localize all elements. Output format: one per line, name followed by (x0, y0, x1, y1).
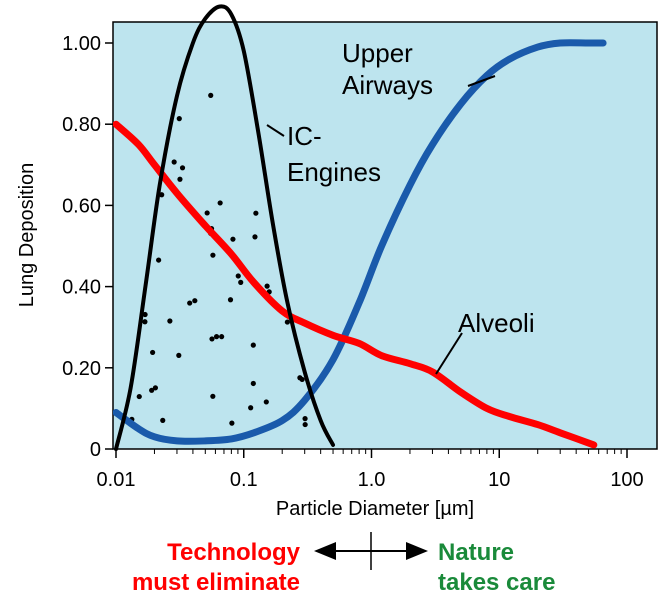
particle-dot (136, 393, 142, 400)
technology-label-line1: Technology (167, 539, 301, 566)
y-tick-label: 0.20 (62, 358, 101, 380)
particle-dot (230, 236, 236, 242)
particle-dot (208, 92, 214, 98)
x-tick-label: 1.0 (358, 469, 386, 491)
particle-dot (217, 200, 223, 206)
x-tick-label: 0.01 (97, 469, 136, 491)
particle-dot (179, 165, 186, 171)
alveoli-label: Alveoli (458, 308, 535, 338)
upper-airways-label: Airways (342, 70, 433, 100)
y-axis-title: Lung Deposition (16, 163, 38, 308)
particle-dot (219, 334, 225, 340)
particle-dot (264, 283, 270, 289)
ic-engines-label: IC- (287, 121, 322, 151)
particle-dot (235, 273, 241, 279)
y-axis: 0 0.20 0.40 0.60 0.80 1.00 (62, 33, 113, 461)
particle-dot (213, 334, 220, 340)
particle-dot (284, 319, 290, 325)
ic-engines-curve (114, 4, 335, 451)
particle-dot (252, 234, 258, 240)
nature-label-line1: Nature (438, 539, 514, 566)
y-tick-label: 0.40 (62, 277, 101, 299)
particle-dot (250, 380, 256, 387)
x-tick-label: 0.1 (230, 469, 258, 491)
particle-dot (152, 385, 159, 391)
upper-airways-label: Upper (342, 38, 413, 68)
particle-dot (263, 399, 269, 405)
y-tick-label: 0 (90, 439, 101, 461)
particle-dot (142, 311, 148, 318)
double-arrow-icon (314, 532, 428, 570)
particle-dot (192, 298, 198, 304)
particle-dot (253, 210, 259, 216)
x-tick-label: 100 (610, 469, 643, 491)
particle-dot (250, 342, 256, 348)
particle-dot (229, 420, 235, 426)
ic-engines-label: Engines (287, 157, 381, 187)
nature-label-line2: takes care (438, 569, 555, 596)
particle-dot (248, 405, 254, 411)
particle-dot (302, 421, 308, 428)
technology-label-line2: must eliminate (132, 569, 300, 596)
particle-dot (149, 387, 155, 393)
particle-dot (167, 318, 173, 324)
particle-dot (176, 116, 182, 122)
particle-dot (150, 349, 156, 356)
particle-dot (160, 417, 166, 423)
y-tick-label: 0.80 (62, 114, 101, 136)
particle-dot (176, 352, 182, 358)
particle-dot (177, 176, 183, 182)
particle-dot (238, 279, 244, 285)
x-axis: 0.01 0.1 1.0 10 100 (97, 449, 644, 491)
particle-dot (142, 319, 148, 325)
particle-dot (156, 257, 162, 263)
y-tick-label: 0.60 (62, 195, 101, 217)
particle-dot (171, 159, 177, 165)
alveoli-curve (113, 120, 598, 449)
particle-dot (210, 252, 216, 258)
ic-engines-leader-line (266, 124, 285, 137)
upper-airways-curve (113, 39, 607, 445)
x-tick-label: 10 (488, 469, 510, 491)
particle-dot (210, 393, 216, 399)
particle-dot (297, 375, 303, 381)
x-axis-title: Particle Diameter [µm] (276, 498, 474, 520)
particle-dot (187, 300, 193, 306)
alveoli-leader-line (435, 332, 463, 375)
particle-dot (204, 210, 210, 216)
particle-dot (302, 416, 308, 422)
particle-dot (227, 297, 234, 303)
y-tick-label: 1.00 (62, 33, 101, 55)
particle-dot (209, 336, 215, 342)
upper-airways-leader-line (467, 75, 496, 87)
